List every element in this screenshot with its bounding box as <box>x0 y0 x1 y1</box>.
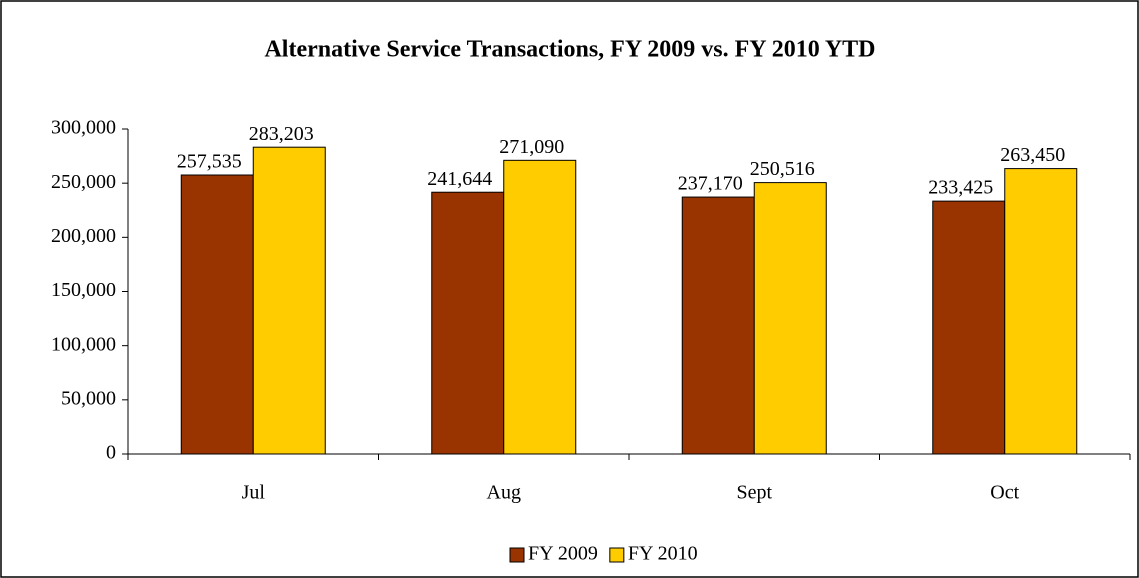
y-tick-label: 250,000 <box>51 171 116 193</box>
data-label: 283,203 <box>249 123 314 145</box>
legend-swatch <box>509 547 525 563</box>
bar <box>1004 168 1078 455</box>
bar <box>753 182 827 455</box>
x-tick-label: Oct <box>990 482 1019 504</box>
x-tick-label: Aug <box>487 482 521 504</box>
data-label: 237,170 <box>678 173 743 195</box>
y-tick-label: 150,000 <box>51 279 116 301</box>
x-tick-label: Sept <box>736 482 772 504</box>
chart-title: Alternative Service Transactions, FY 200… <box>264 37 875 63</box>
legend-label: FY 2009 <box>528 543 598 565</box>
bar <box>503 159 577 455</box>
data-label: 241,644 <box>427 168 492 190</box>
y-tick-label: 0 <box>106 442 116 464</box>
bar <box>252 146 326 455</box>
bar <box>431 191 505 455</box>
y-tick-label: 300,000 <box>51 117 116 139</box>
y-tick-label: 50,000 <box>61 387 116 409</box>
legend-label: FY 2010 <box>628 543 698 565</box>
data-label: 271,090 <box>499 136 564 158</box>
data-label: 263,450 <box>1000 144 1065 166</box>
data-label: 250,516 <box>750 158 815 180</box>
y-tick-label: 200,000 <box>51 225 116 247</box>
data-label: 257,535 <box>177 151 242 173</box>
bar <box>932 200 1006 455</box>
bar <box>180 174 254 455</box>
legend-swatch <box>609 547 625 563</box>
y-tick-label: 100,000 <box>51 333 116 355</box>
x-tick-label: Jul <box>242 482 266 504</box>
bar <box>681 196 755 455</box>
data-label: 233,425 <box>928 177 993 199</box>
